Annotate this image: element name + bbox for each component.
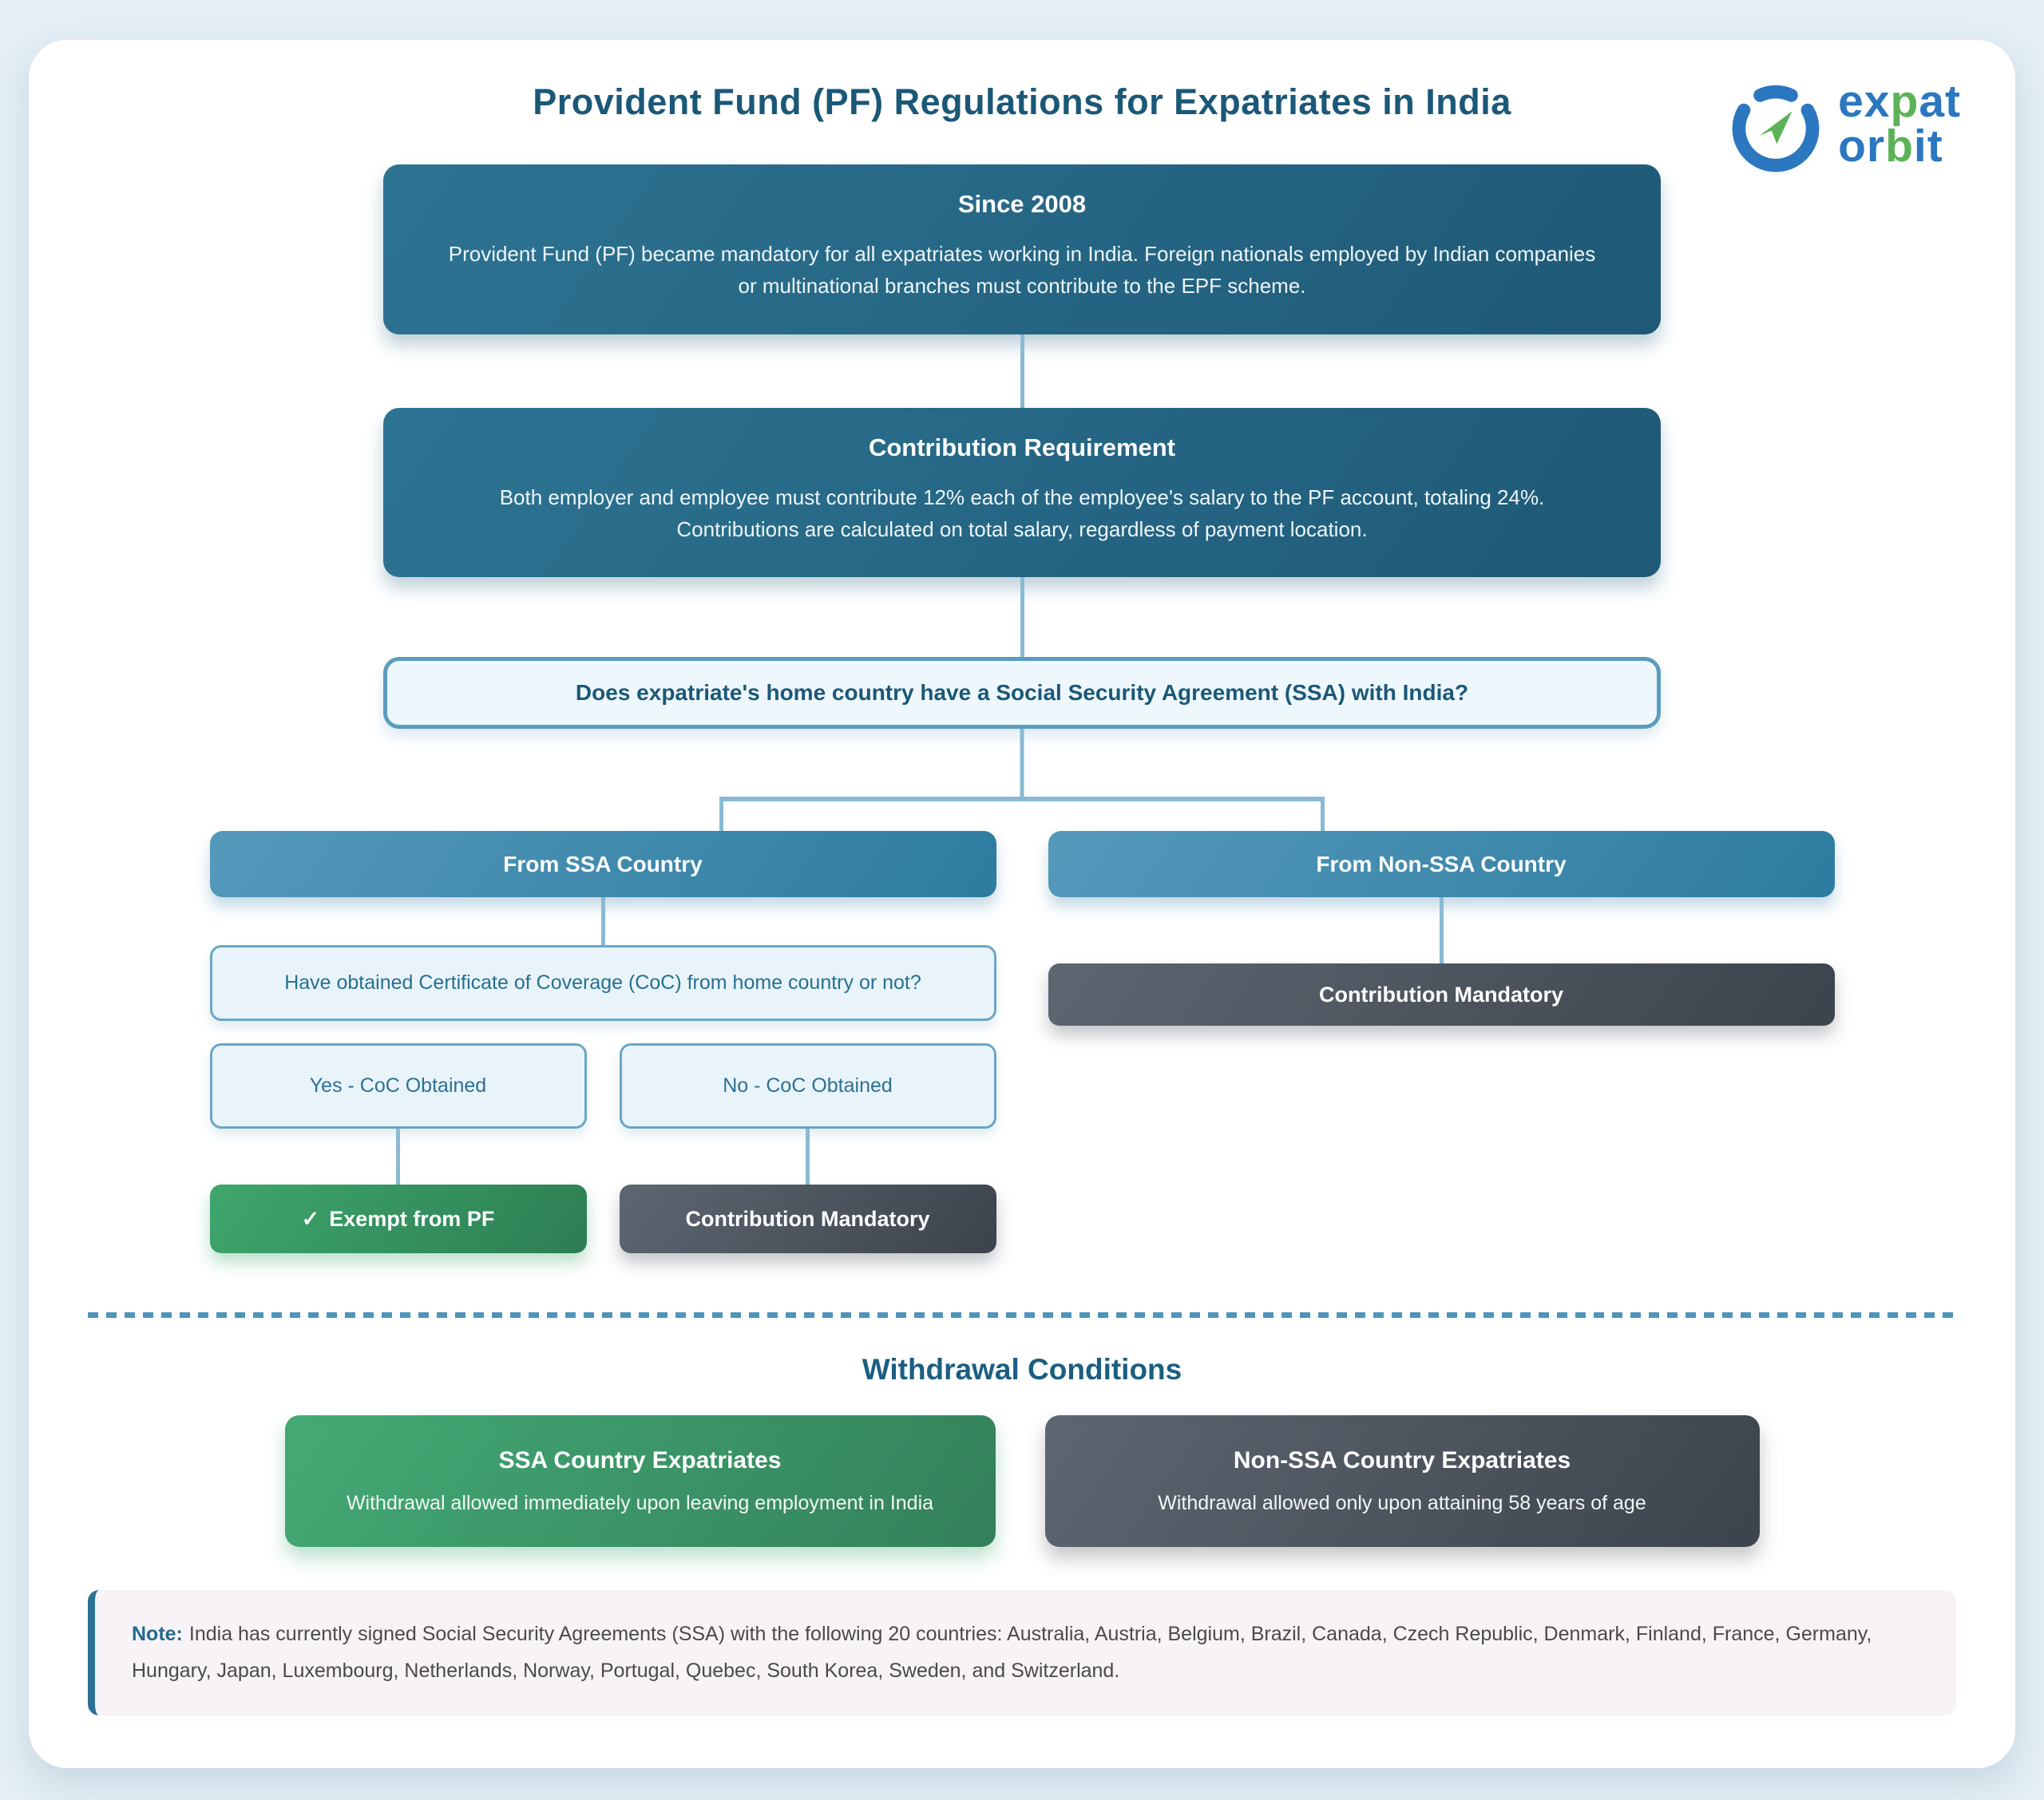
ssa-countries-note: Note: India has currently signed Social S…	[88, 1590, 1956, 1715]
connector-line	[1020, 729, 1024, 800]
contribution-mandatory-wide-box: Contribution Mandatory	[1048, 963, 1835, 1027]
connector-line	[719, 797, 1325, 802]
withdrawal-row: SSA Country Expatriates Withdrawal allow…	[284, 1415, 1760, 1548]
logo-wordmark: expat orbit	[1838, 79, 1961, 169]
branch-connector	[29, 729, 2015, 832]
branch-row: From SSA Country From Non-SSA Country	[209, 831, 1835, 898]
no-coc-obtained-box: No - CoC Obtained	[619, 1043, 996, 1129]
branch-columns: Have obtained Certificate of Coverage (C…	[209, 897, 1835, 1254]
connector-line	[1020, 577, 1024, 658]
ssa-withdrawal-box: SSA Country Expatriates Withdrawal allow…	[284, 1415, 996, 1548]
connector-line	[600, 897, 605, 946]
ssa-decision-box: Does expatriate's home country have a So…	[383, 657, 1661, 730]
expat-orbit-logo: expat orbit	[1725, 73, 1961, 176]
since-2008-body: Provident Fund (PF) became mandatory for…	[448, 242, 1596, 299]
coc-answer-row: Yes - CoC Obtained No - CoC Obtained	[209, 1043, 996, 1129]
contribution-requirement-title: Contribution Requirement	[868, 433, 1176, 461]
since-2008-title: Since 2008	[957, 190, 1087, 218]
logo-expat-pre: ex	[1838, 76, 1891, 128]
ssa-withdrawal-title: SSA Country Expatriates	[498, 1447, 782, 1474]
exempt-from-pf-label: Exempt from PF	[329, 1206, 495, 1231]
connector-line	[396, 1129, 400, 1185]
connector-line	[719, 797, 723, 832]
expat-orbit-logo-icon	[1732, 85, 1820, 172]
dashed-divider	[88, 1312, 1956, 1319]
page-title: Provident Fund (PF) Regulations for Expa…	[533, 81, 1511, 122]
ssa-branch-column: Have obtained Certificate of Coverage (C…	[209, 897, 996, 1254]
non-ssa-withdrawal-body: Withdrawal allowed only upon attaining 5…	[1158, 1492, 1646, 1515]
logo-expat-post: at	[1919, 76, 1961, 128]
contribution-mandatory-box: Contribution Mandatory	[619, 1185, 996, 1254]
exempt-from-pf-box: ✓ Exempt from PF	[209, 1185, 587, 1254]
logo-orbit-pre: or	[1838, 121, 1886, 172]
check-icon: ✓	[301, 1206, 320, 1231]
non-ssa-withdrawal-title: Non-SSA Country Expatriates	[1233, 1447, 1571, 1474]
connector-line	[1321, 797, 1325, 832]
ssa-withdrawal-body: Withdrawal allowed immediately upon leav…	[346, 1492, 934, 1515]
withdrawal-conditions-heading: Withdrawal Conditions	[862, 1353, 1182, 1387]
from-ssa-country-box: From SSA Country	[209, 831, 996, 898]
since-2008-box: Since 2008 Provident Fund (PF) became ma…	[383, 164, 1661, 334]
logo-word-orbit: orbit	[1838, 124, 1961, 169]
coc-question-box: Have obtained Certificate of Coverage (C…	[209, 945, 996, 1022]
connector-line	[806, 1129, 810, 1185]
logo-orbit-accent: b	[1885, 121, 1914, 172]
non-ssa-branch-column: Contribution Mandatory	[1048, 897, 1835, 1253]
result-row: ✓ Exempt from PF Contribution Mandatory	[209, 1185, 996, 1254]
contribution-requirement-box: Contribution Requirement Both employer a…	[383, 407, 1661, 578]
note-body: India has currently signed Social Securi…	[132, 1623, 1872, 1683]
logo-expat-accent: p	[1890, 76, 1919, 128]
infographic-card: expat orbit Provident Fund (PF) Regulati…	[29, 40, 2015, 1768]
non-ssa-withdrawal-box: Non-SSA Country Expatriates Withdrawal a…	[1044, 1415, 1760, 1548]
result-connectors	[210, 1129, 996, 1185]
contribution-requirement-body: Both employer and employee must contribu…	[499, 485, 1545, 541]
from-non-ssa-country-box: From Non-SSA Country	[1048, 831, 1835, 898]
connector-cell	[210, 1129, 587, 1185]
connector-cell	[620, 1129, 996, 1185]
yes-coc-obtained-box: Yes - CoC Obtained	[209, 1043, 587, 1129]
connector-line	[1439, 897, 1444, 964]
connector-line	[1020, 334, 1024, 408]
note-label: Note:	[132, 1623, 183, 1646]
logo-word-expat: expat	[1838, 79, 1961, 125]
logo-orbit-post: it	[1913, 121, 1943, 172]
